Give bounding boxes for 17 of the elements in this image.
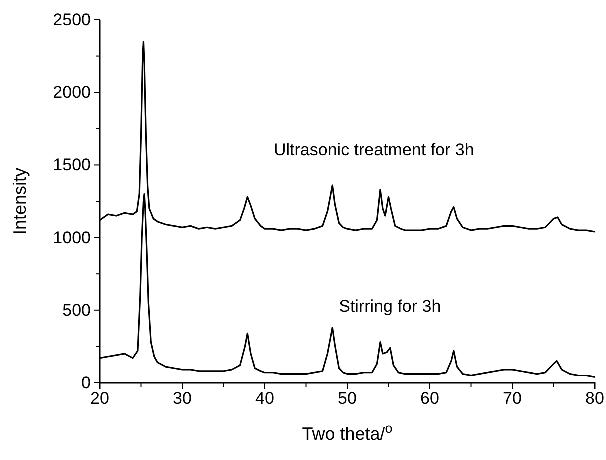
y-tick-label: 500	[62, 300, 91, 320]
x-tick-label: 40	[256, 389, 274, 408]
y-axis-title: Intensity	[10, 168, 30, 236]
y-tick-label: 2500	[53, 10, 91, 30]
x-tick-label: 30	[173, 389, 192, 408]
x-tick-label: 20	[90, 389, 110, 408]
y-tick-label: 2000	[53, 83, 91, 102]
x-tick-label: 60	[420, 389, 440, 408]
x-tick-label: 80	[586, 389, 604, 408]
annotation: Stirring for 3h	[339, 296, 442, 316]
y-tick-label: 0	[82, 373, 91, 392]
y-tick-label: 1000	[53, 228, 91, 248]
annotation: Ultrasonic treatment for 3h	[274, 140, 474, 160]
x-axis-title: Two theta/$^{o}$	[302, 420, 393, 444]
y-tick-label: 1500	[53, 156, 91, 175]
x-tick-label: 50	[338, 389, 357, 408]
x-tick-label: 70	[503, 389, 522, 408]
